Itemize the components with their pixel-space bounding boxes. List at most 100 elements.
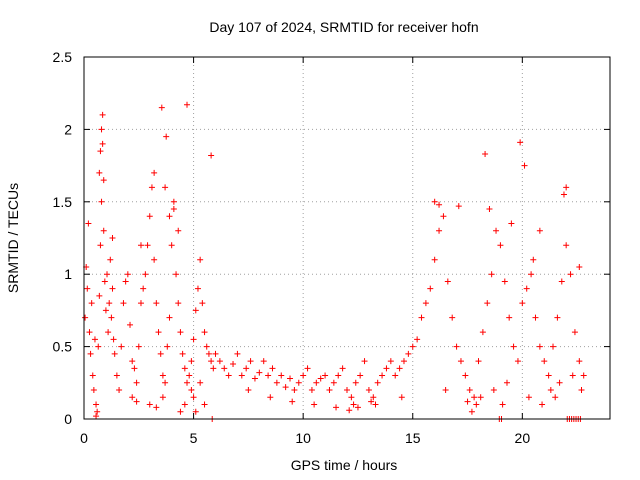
data-point: [326, 387, 333, 394]
data-point: [166, 213, 173, 220]
data-point: [113, 372, 120, 379]
data-point: [354, 404, 361, 411]
data-point: [140, 285, 147, 292]
data-point: [137, 242, 144, 249]
data-point: [153, 300, 160, 307]
data-point: [146, 401, 153, 408]
data-point: [98, 198, 105, 205]
data-point: [374, 379, 381, 386]
data-point: [210, 365, 217, 372]
data-point: [230, 360, 237, 367]
data-point: [256, 369, 263, 376]
data-point: [173, 271, 180, 278]
data-point: [234, 350, 241, 357]
data-point: [221, 365, 228, 372]
data-point: [93, 413, 100, 420]
data-point: [455, 203, 462, 210]
data-point: [383, 365, 390, 372]
data-point: [536, 227, 543, 234]
grid: [84, 57, 610, 419]
data-point: [190, 336, 197, 343]
data-point: [361, 358, 368, 365]
data-point: [444, 278, 451, 285]
data-point: [528, 271, 535, 278]
data-point: [330, 379, 337, 386]
data-point: [97, 148, 104, 155]
data-point: [525, 394, 532, 401]
data-point: [436, 227, 443, 234]
data-point: [308, 387, 315, 394]
data-point: [269, 365, 276, 372]
data-point: [493, 227, 500, 234]
x-axis-label: GPS time / hours: [291, 457, 398, 473]
data-point: [201, 401, 208, 408]
y-tick-label: 0.5: [53, 339, 73, 355]
data-point: [203, 343, 210, 350]
data-point: [414, 336, 421, 343]
data-point: [449, 314, 456, 321]
data-point: [144, 242, 151, 249]
data-point: [291, 387, 298, 394]
data-point: [122, 278, 129, 285]
data-point: [313, 379, 320, 386]
x-tick-label: 0: [80, 430, 88, 446]
data-point: [365, 387, 372, 394]
data-point: [181, 365, 188, 372]
data-point: [177, 408, 184, 415]
data-point: [98, 126, 105, 133]
y-tick-label: 0: [64, 411, 72, 427]
data-point: [508, 220, 515, 227]
data-point: [116, 387, 123, 394]
data-point: [153, 404, 160, 411]
data-point: [530, 256, 537, 263]
data-point: [578, 387, 585, 394]
data-point: [82, 314, 89, 321]
data-point: [550, 343, 557, 350]
data-point: [192, 307, 199, 314]
data-point: [304, 365, 311, 372]
data-point: [427, 285, 434, 292]
data-point: [84, 285, 91, 292]
data-point: [95, 343, 102, 350]
data-point: [400, 358, 407, 365]
data-point: [175, 227, 182, 234]
data-point: [392, 372, 399, 379]
data-point: [146, 213, 153, 220]
data-point: [484, 300, 491, 307]
data-point: [142, 271, 149, 278]
data-point: [453, 343, 460, 350]
data-point: [100, 227, 107, 234]
data-point: [212, 350, 219, 357]
data-point: [558, 278, 565, 285]
data-point: [440, 213, 447, 220]
y-axis-label: SRMTID / TECUs: [5, 183, 21, 293]
data-point: [571, 329, 578, 336]
data-point: [184, 101, 191, 108]
data-point: [247, 358, 254, 365]
data-point: [238, 372, 245, 379]
data-point: [168, 242, 175, 249]
data-point: [96, 169, 103, 176]
data-point: [162, 184, 169, 191]
data-point: [96, 292, 103, 299]
data-point: [102, 307, 109, 314]
data-point: [488, 271, 495, 278]
data-point: [398, 394, 405, 401]
data-point: [514, 358, 521, 365]
data-point: [88, 300, 95, 307]
x-tick-label: 10: [295, 430, 311, 446]
data-point: [409, 343, 416, 350]
data-point: [127, 321, 134, 328]
data-point: [536, 343, 543, 350]
data-point: [473, 401, 480, 408]
data-point: [89, 372, 96, 379]
data-point: [251, 375, 258, 382]
data-point: [265, 372, 272, 379]
data-point: [166, 314, 173, 321]
data-point: [188, 387, 195, 394]
data-point: [503, 379, 510, 386]
data-point: [110, 336, 117, 343]
data-point: [245, 387, 252, 394]
